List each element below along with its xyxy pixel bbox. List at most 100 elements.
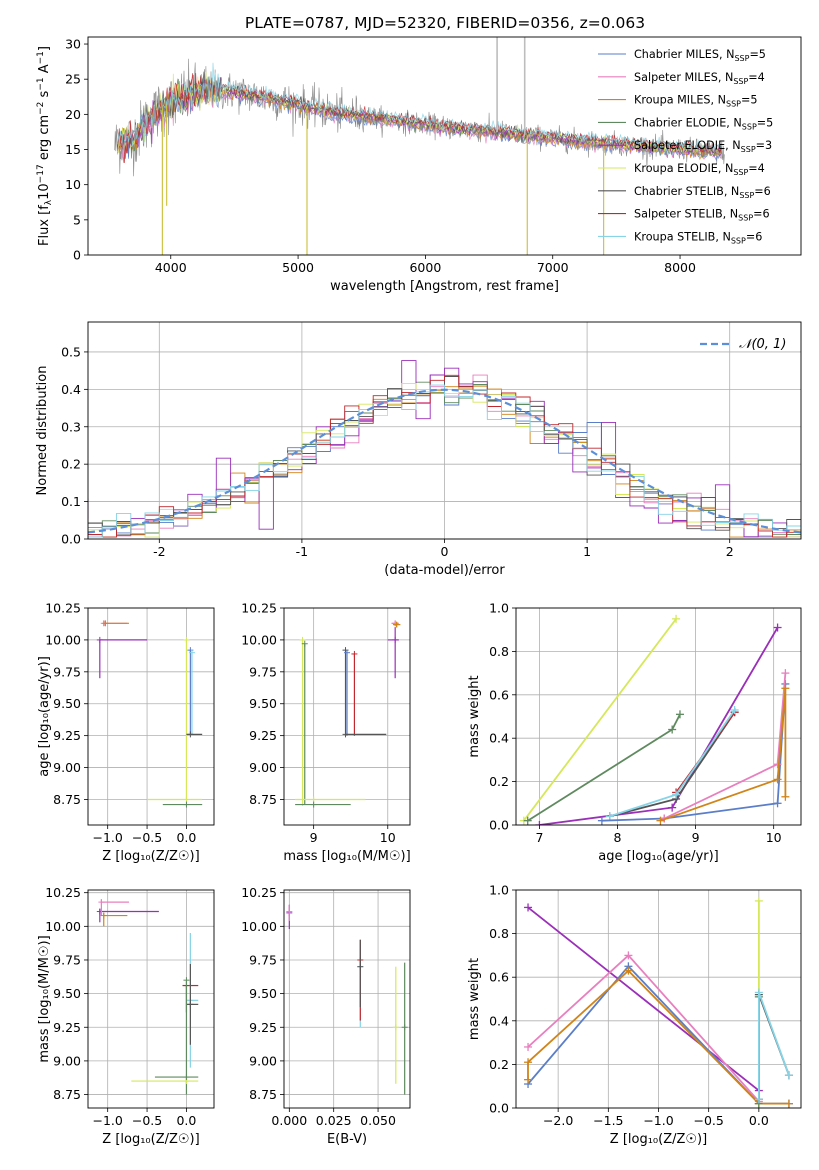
weight_vs_Z-axes: −2.0 −1.5 −1.0 −0.5 0.0 0.0 0.2 0.4 0.6 0.8 1.0 Z [… [467, 883, 801, 1147]
y-tick-label: 0 [73, 248, 81, 263]
error-bar [131, 1078, 199, 1085]
error-bar [301, 640, 308, 805]
legend-entry: Salpeter ELODIE, NSSP=3 [634, 139, 772, 154]
x-tick-label: 9 [692, 830, 700, 845]
y-tick-label: 5 [73, 212, 81, 227]
legend-entry: Kroupa STELIB, NSSP=6 [634, 230, 762, 245]
x-tick-label: 0.050 [360, 1113, 396, 1128]
weight_vs_Z-plot-area [524, 896, 793, 1108]
error-bar [351, 650, 358, 736]
y-tick-label: 8.75 [249, 1087, 277, 1102]
error-bar [183, 636, 190, 800]
weight_vs_age-axes: 7 8 9 10 0.0 0.2 0.4 0.6 0.8 1.0 age [log₁₀(age/yr… [467, 601, 801, 864]
x-tick-label: 1 [583, 544, 591, 559]
weight_vs_age-plot-area [519, 614, 790, 825]
x-tick-label: 6000 [409, 260, 441, 275]
error-bar [342, 647, 349, 736]
series-point [624, 951, 633, 960]
x-tick-label: -2 [153, 544, 165, 559]
error-bar [401, 962, 408, 1095]
x-tick-label: 0.000 [271, 1113, 307, 1128]
error-bar [391, 620, 399, 627]
error-bar [98, 899, 129, 916]
histogram-step-line [88, 374, 801, 538]
series-point [781, 684, 790, 693]
series-point [535, 821, 544, 825]
y-tick-label: 0.3 [61, 419, 81, 434]
series-line [758, 994, 790, 1100]
series-point [524, 1058, 533, 1067]
x-tick-label: 0.025 [316, 1113, 352, 1128]
y-tick-label: 25 [65, 72, 81, 87]
y-tick-label: 9.00 [249, 1053, 277, 1068]
legend-entry: Kroupa MILES, NSSP=5 [634, 94, 757, 109]
series-point [668, 725, 677, 734]
error-bar [162, 801, 203, 808]
series-point [773, 623, 782, 632]
series-point [668, 803, 677, 812]
x-axis-label: E(B-V) [327, 1132, 367, 1147]
mass_vs_ebv-axes: 0.000 0.025 0.050 8.75 9.00 9.25 9.50 9.75 10.00… [241, 885, 410, 1147]
y-tick-label: 9.00 [249, 760, 277, 775]
normal-curve [88, 388, 801, 534]
age_vs_Z-axes: −1.0 −0.5 0.0 8.75 9.00 9.25 9.50 9.75 10.00 10.2… [37, 601, 214, 864]
spectrum-axes: 4000 5000 6000 7000 8000 0 5 10 15 20 25 30 waveleng… [65, 37, 696, 294]
series-point [773, 775, 782, 784]
x-tick-label: 0.0 [176, 1113, 196, 1128]
error-bar [295, 796, 366, 803]
y-tick-label: 10.25 [45, 601, 81, 616]
y-tick-label: 9.25 [53, 728, 81, 743]
age_vs_Z-plot-area [96, 620, 203, 808]
y-tick-label: 10 [65, 177, 81, 192]
error-bar [186, 964, 199, 1045]
x-tick-label: 8 [614, 830, 622, 845]
y-tick-label: 0.8 [489, 644, 509, 659]
spectrum-legend: Chabrier MILES, NSSP=5 Salpeter MILES, NS… [598, 48, 773, 245]
series-point [784, 1071, 793, 1080]
y-tick-label: 9.00 [53, 1053, 81, 1068]
series-point [524, 903, 533, 912]
spectrum-model-line [116, 73, 722, 164]
error-bar [392, 621, 401, 628]
y-tick-label: 0.2 [61, 457, 81, 472]
age_vs_Z-frame [87, 607, 215, 826]
y-tick-label: 9.25 [249, 1020, 277, 1035]
y-tick-label: 8.75 [249, 792, 277, 807]
series-point [605, 812, 614, 821]
error-bar [344, 649, 350, 736]
error-bar [147, 796, 203, 803]
x-tick-label: 9 [310, 830, 318, 845]
series-point [781, 792, 790, 801]
x-axis-label: Z [log₁₀(Z/Z☉)] [102, 849, 199, 864]
series-point [624, 966, 633, 975]
error-bar [96, 908, 159, 923]
y-tick-label: 10.00 [241, 632, 277, 647]
legend-entry: Salpeter STELIB, NSSP=6 [634, 208, 770, 223]
series-line [660, 688, 787, 822]
error-bar [100, 912, 128, 927]
y-tick-label: 9.25 [249, 728, 277, 743]
y-tick-label: 10.00 [241, 919, 277, 934]
y-tick-label: 9.75 [249, 664, 277, 679]
x-tick-label: −1.0 [643, 1113, 673, 1128]
normal-legend-entry: 𝒩(0, 1) [739, 337, 786, 352]
series-point [523, 816, 532, 825]
series-point [672, 790, 681, 799]
figure-title: PLATE=0787, MJD=52320, FIBERID=0356, z=0… [245, 14, 645, 32]
series-point [524, 1075, 533, 1084]
x-axis-label: mass [log₁₀(M/M☉)] [283, 849, 410, 864]
x-tick-label: 4000 [155, 260, 187, 275]
y-tick-label: 9.50 [249, 986, 277, 1001]
y-tick-label: 9.25 [53, 1020, 81, 1035]
y-tick-label: 9.00 [53, 760, 81, 775]
y-tick-label: 10.25 [241, 601, 277, 616]
x-tick-label: 7000 [537, 260, 569, 275]
mass_vs_Z-axes: −1.0 −0.5 0.0 8.75 9.00 9.25 9.50 9.75 10.00 10.2… [37, 885, 214, 1147]
x-tick-label: 5000 [282, 260, 314, 275]
y-tick-label: 0.4 [489, 1013, 509, 1028]
x-axis-label: (data-model)/error [384, 563, 505, 578]
y-tick-label: 0.4 [489, 731, 509, 746]
y-tick-label: 0.8 [489, 926, 509, 941]
mass_vs_ebv-frame [283, 889, 411, 1109]
